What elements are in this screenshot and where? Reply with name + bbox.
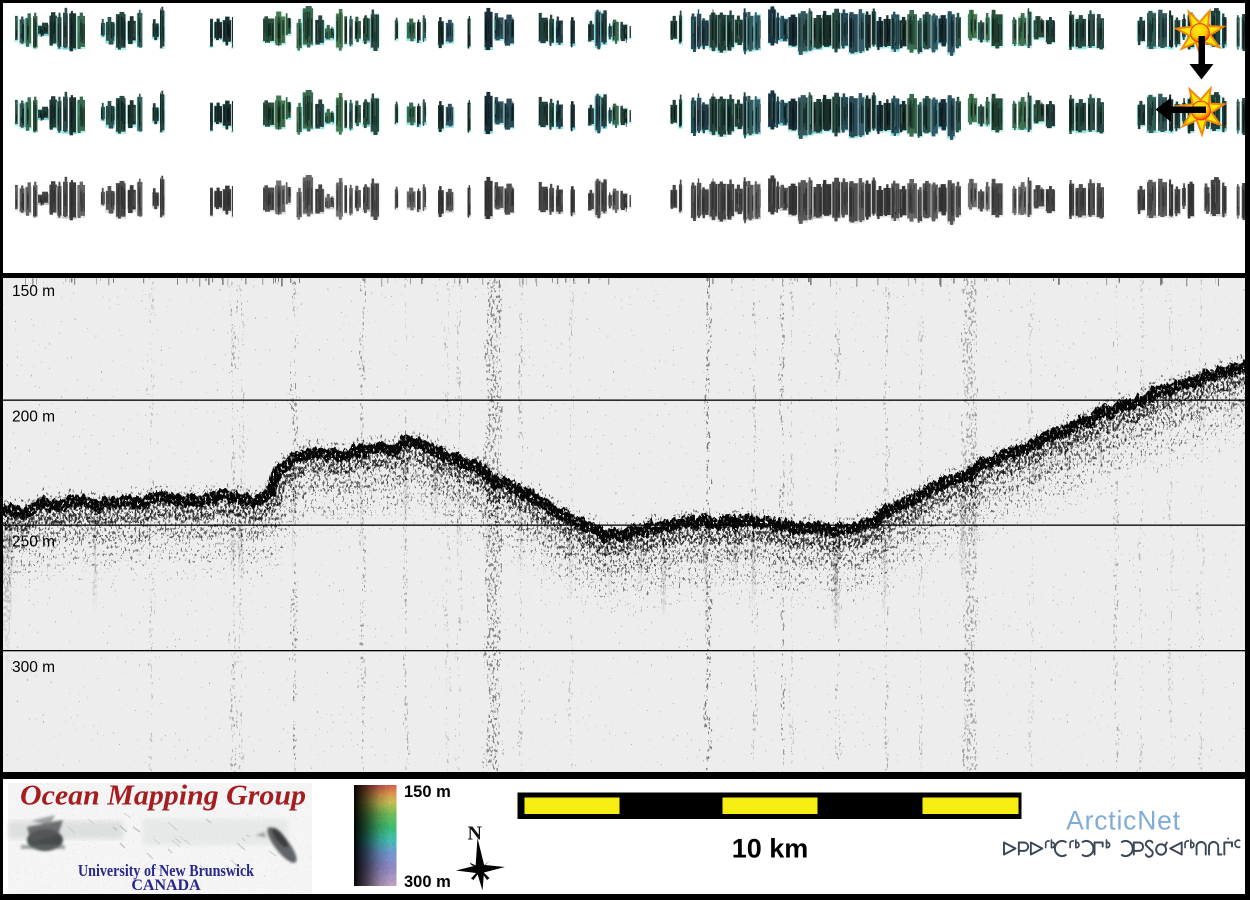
- svg-text:150 m: 150 m: [12, 283, 55, 300]
- svg-text:300 m: 300 m: [12, 659, 55, 676]
- svg-text:300 m: 300 m: [404, 873, 451, 891]
- svg-text:150 m: 150 m: [404, 783, 451, 801]
- svg-text:University of New Brunswick: University of New Brunswick: [78, 861, 254, 880]
- svg-text:250 m: 250 m: [12, 534, 55, 551]
- svg-text:N: N: [468, 823, 483, 845]
- svg-text:10 km: 10 km: [732, 834, 809, 864]
- svg-text:ArcticNet: ArcticNet: [1066, 806, 1181, 836]
- svg-text:200 m: 200 m: [12, 409, 55, 426]
- svg-text:CANADA: CANADA: [131, 877, 201, 894]
- svg-text:Ocean Mapping Group: Ocean Mapping Group: [20, 781, 306, 812]
